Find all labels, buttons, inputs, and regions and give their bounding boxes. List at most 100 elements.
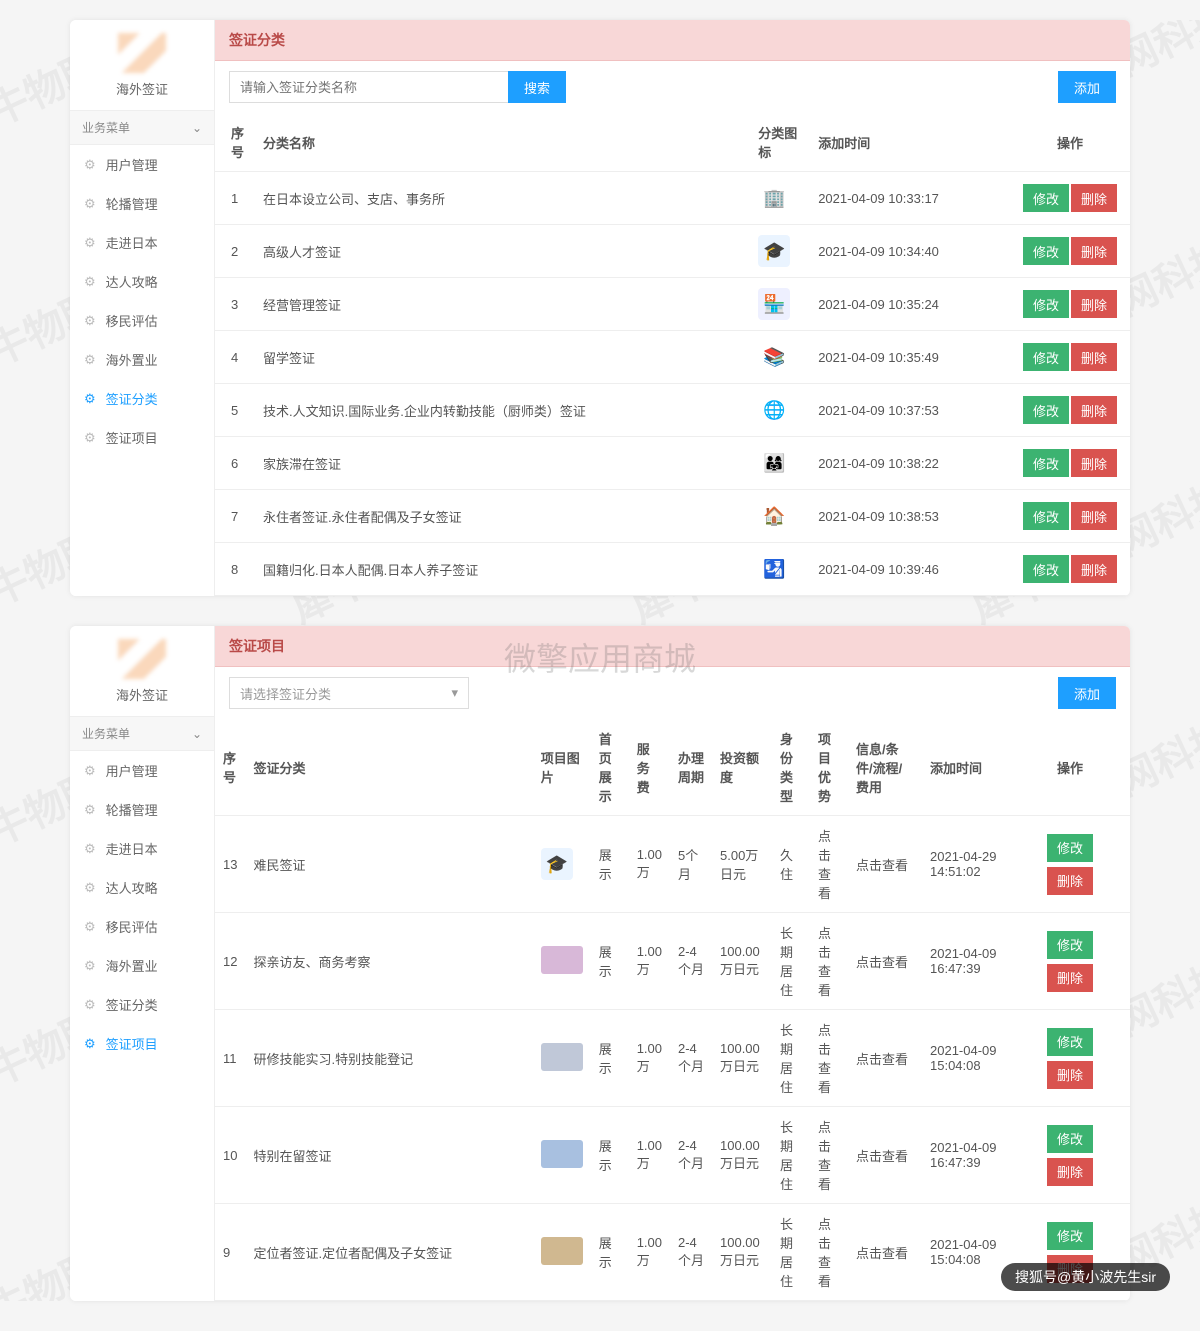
table-row: 9定位者签证.定位者配偶及子女签证展示1.00万2-4个月100.00万日元长期… xyxy=(215,1204,1130,1301)
created-time: 2021-04-09 10:35:49 xyxy=(810,331,1010,384)
gear-icon: ⚙ xyxy=(84,274,96,290)
row-index: 2 xyxy=(215,225,255,278)
advantage-link[interactable]: 点击查看 xyxy=(810,1204,848,1301)
invest: 100.00万日元 xyxy=(712,913,772,1010)
sidebar-item[interactable]: ⚙移民评估 xyxy=(70,907,214,946)
col-header: 操作 xyxy=(1010,719,1130,816)
add-button[interactable]: 添加 xyxy=(1058,677,1116,709)
table-row: 8国籍归化.日本人配偶.日本人养子签证🛂2021-04-09 10:39:46修… xyxy=(215,543,1130,596)
edit-button[interactable]: 修改 xyxy=(1047,1028,1093,1056)
created-time: 2021-04-09 16:47:39 xyxy=(922,1107,1010,1204)
info-link[interactable]: 点击查看 xyxy=(848,1010,922,1107)
category-icon: 🌐 xyxy=(758,394,790,426)
sidebar-item-label: 用户管理 xyxy=(106,761,158,780)
sidebar-item[interactable]: ⚙轮播管理 xyxy=(70,790,214,829)
project-thumb: 🎓 xyxy=(541,848,573,880)
advantage-link[interactable]: 点击查看 xyxy=(810,816,848,913)
sidebar-item[interactable]: ⚙签证分类 xyxy=(70,379,214,418)
sidebar-item[interactable]: ⚙走进日本 xyxy=(70,829,214,868)
menu-header[interactable]: 业务菜单 ⌄ xyxy=(70,110,214,145)
edit-button[interactable]: 修改 xyxy=(1023,184,1069,212)
delete-button[interactable]: 删除 xyxy=(1047,867,1093,895)
sidebar-item-label: 签证项目 xyxy=(106,428,158,447)
sidebar-item-label: 走进日本 xyxy=(106,233,158,252)
category-icon: 🎓 xyxy=(758,235,790,267)
row-index: 11 xyxy=(215,1010,245,1107)
edit-button[interactable]: 修改 xyxy=(1023,396,1069,424)
sidebar-item[interactable]: ⚙海外置业 xyxy=(70,946,214,985)
sidebar-item[interactable]: ⚙签证分类 xyxy=(70,985,214,1024)
delete-button[interactable]: 删除 xyxy=(1071,237,1117,265)
advantage-link[interactable]: 点击查看 xyxy=(810,913,848,1010)
delete-button[interactable]: 删除 xyxy=(1071,449,1117,477)
advantage-link[interactable]: 点击查看 xyxy=(810,1010,848,1107)
id-type: 长期居住 xyxy=(772,1204,810,1301)
col-header: 序号 xyxy=(215,113,255,172)
col-header: 添加时间 xyxy=(922,719,1010,816)
table-row: 5技术.人文知识.国际业务.企业内转勤技能（厨师类）签证🌐2021-04-09 … xyxy=(215,384,1130,437)
add-button[interactable]: 添加 xyxy=(1058,71,1116,103)
sidebar-item[interactable]: ⚙达人攻略 xyxy=(70,262,214,301)
sidebar-item[interactable]: ⚙海外置业 xyxy=(70,340,214,379)
edit-button[interactable]: 修改 xyxy=(1047,1222,1093,1250)
delete-button[interactable]: 删除 xyxy=(1047,1061,1093,1089)
col-header: 投资额度 xyxy=(712,719,772,816)
search-input[interactable] xyxy=(229,71,509,103)
sidebar-item[interactable]: ⚙达人攻略 xyxy=(70,868,214,907)
delete-button[interactable]: 删除 xyxy=(1071,396,1117,424)
id-type: 长期居住 xyxy=(772,913,810,1010)
edit-button[interactable]: 修改 xyxy=(1023,290,1069,318)
delete-button[interactable]: 删除 xyxy=(1071,502,1117,530)
table-row: 13难民签证🎓展示1.00万5个月5.00万日元久住点击查看点击查看2021-0… xyxy=(215,816,1130,913)
col-header: 序号 xyxy=(215,719,245,816)
sidebar-item[interactable]: ⚙用户管理 xyxy=(70,145,214,184)
edit-button[interactable]: 修改 xyxy=(1047,1125,1093,1153)
table-row: 6家族滞在签证👨‍👩‍👧2021-04-09 10:38:22修改删除 xyxy=(215,437,1130,490)
invest: 100.00万日元 xyxy=(712,1107,772,1204)
category-name: 永住者签证.永住者配偶及子女签证 xyxy=(255,490,750,543)
edit-button[interactable]: 修改 xyxy=(1047,834,1093,862)
sidebar-item-label: 移民评估 xyxy=(106,311,158,330)
sidebar-item[interactable]: ⚙ 用户管理 xyxy=(70,751,214,790)
delete-button[interactable]: 删除 xyxy=(1071,290,1117,318)
edit-button[interactable]: 修改 xyxy=(1023,449,1069,477)
sidebar-item[interactable]: ⚙轮播管理 xyxy=(70,184,214,223)
info-link[interactable]: 点击查看 xyxy=(848,1107,922,1204)
category-select[interactable]: 请选择签证分类 ▾ xyxy=(229,677,469,709)
col-header: 办理周期 xyxy=(670,719,712,816)
menu-header[interactable]: 业务菜单 ⌄ xyxy=(70,716,214,751)
sidebar-item[interactable]: ⚙签证项目 xyxy=(70,1024,214,1063)
edit-button[interactable]: 修改 xyxy=(1023,555,1069,583)
created-time: 2021-04-09 10:34:40 xyxy=(810,225,1010,278)
created-time: 2021-04-29 14:51:02 xyxy=(922,816,1010,913)
edit-button[interactable]: 修改 xyxy=(1047,931,1093,959)
sidebar-item-label: 签证分类 xyxy=(106,995,158,1014)
col-header: 身份类型 xyxy=(772,719,810,816)
edit-button[interactable]: 修改 xyxy=(1023,343,1069,371)
project-category: 定位者签证.定位者配偶及子女签证 xyxy=(245,1204,532,1301)
sidebar-item-label: 签证项目 xyxy=(106,1034,158,1053)
sidebar-item[interactable]: ⚙走进日本 xyxy=(70,223,214,262)
search-button[interactable]: 搜索 xyxy=(508,71,566,103)
delete-button[interactable]: 删除 xyxy=(1071,555,1117,583)
gear-icon: ⚙ xyxy=(84,763,96,779)
card-title: 签证分类 xyxy=(215,20,1130,61)
created-time: 2021-04-09 16:47:39 xyxy=(922,913,1010,1010)
sidebar-item[interactable]: ⚙签证项目 xyxy=(70,418,214,457)
edit-button[interactable]: 修改 xyxy=(1023,237,1069,265)
edit-button[interactable]: 修改 xyxy=(1023,502,1069,530)
delete-button[interactable]: 删除 xyxy=(1047,964,1093,992)
project-thumb xyxy=(541,1043,583,1071)
delete-button[interactable]: 删除 xyxy=(1071,184,1117,212)
show-flag: 展示 xyxy=(591,1204,629,1301)
info-link[interactable]: 点击查看 xyxy=(848,816,922,913)
delete-button[interactable]: 删除 xyxy=(1071,343,1117,371)
sidebar-item[interactable]: ⚙移民评估 xyxy=(70,301,214,340)
row-index: 4 xyxy=(215,331,255,384)
info-link[interactable]: 点击查看 xyxy=(848,913,922,1010)
service-fee: 1.00万 xyxy=(629,816,670,913)
gear-icon: ⚙ xyxy=(84,958,96,974)
delete-button[interactable]: 删除 xyxy=(1047,1158,1093,1186)
advantage-link[interactable]: 点击查看 xyxy=(810,1107,848,1204)
info-link[interactable]: 点击查看 xyxy=(848,1204,922,1301)
